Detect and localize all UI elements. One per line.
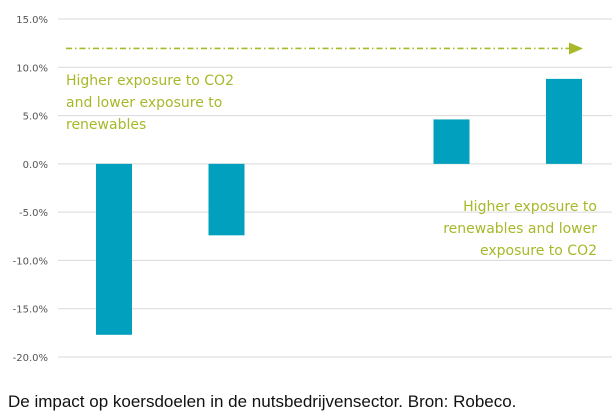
y-tick-label: -10.0%	[13, 256, 48, 267]
bar	[208, 163, 245, 236]
annotation-left-line-2: and lower exposure to	[66, 95, 222, 111]
annotation-left-line-3: renewables	[66, 117, 146, 133]
y-tick-label: 15.0%	[16, 15, 48, 26]
bars	[96, 78, 582, 335]
y-tick-label: -20.0%	[13, 353, 48, 364]
arrow-head-icon	[569, 42, 583, 55]
figure-caption: De impact op koersdoelen in de nutsbedri…	[8, 392, 517, 411]
bar-chart: 15.0% 10.0% 5.0% 0.0% -5.0% -10.0% -15.0% -20.0…	[13, 15, 612, 364]
annotation-right-line-2: renewables and lower	[443, 221, 597, 237]
y-tick-label: -5.0%	[19, 208, 48, 219]
y-tick-label: 5.0%	[23, 112, 48, 123]
y-axis: 15.0% 10.0% 5.0% 0.0% -5.0% -10.0% -15.0% -20.0…	[13, 15, 48, 364]
bar	[96, 163, 132, 335]
gridlines	[58, 18, 612, 358]
bar	[546, 78, 582, 164]
bar	[433, 119, 470, 164]
annotation-right-line-3: exposure to CO2	[480, 243, 597, 259]
annotation-right-line-1: Higher exposure to	[463, 199, 597, 215]
annotations: Higher exposure to CO2 and lower exposur…	[66, 73, 597, 259]
y-tick-label: 10.0%	[16, 63, 48, 74]
direction-arrow	[66, 42, 583, 55]
y-tick-label: -15.0%	[13, 305, 48, 316]
annotation-left-line-1: Higher exposure to CO2	[66, 73, 234, 89]
y-tick-label: 0.0%	[23, 160, 48, 171]
